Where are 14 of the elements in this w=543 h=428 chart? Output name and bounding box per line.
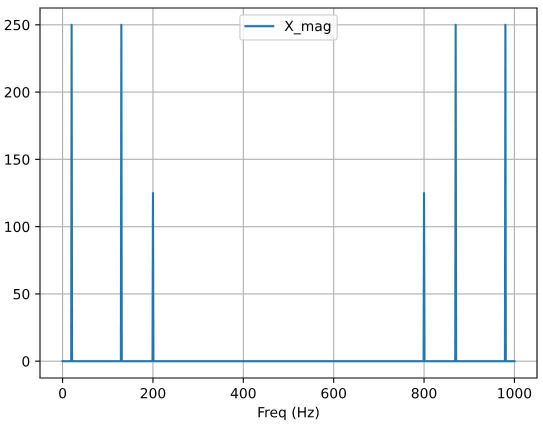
x-tick-label: 800 [412,388,436,398]
x-tick-label: 200 [140,388,166,398]
legend-label: X_mag [284,20,330,34]
x-tick-label: 600 [321,388,346,398]
x-axis-title: Freq (Hz) [258,406,319,420]
y-tick-label: 50 [14,288,30,300]
y-tick-label: 0 [22,356,30,367]
y-tick-label: 200 [4,87,30,98]
x-tick-label: 400 [230,388,256,398]
y-tick-label: 150 [5,154,30,165]
y-tick-label: 250 [4,20,30,30]
x-tick-label: 1000 [498,388,532,398]
x-tick-label: 0 [59,388,66,398]
y-tick-label: 100 [5,222,30,232]
